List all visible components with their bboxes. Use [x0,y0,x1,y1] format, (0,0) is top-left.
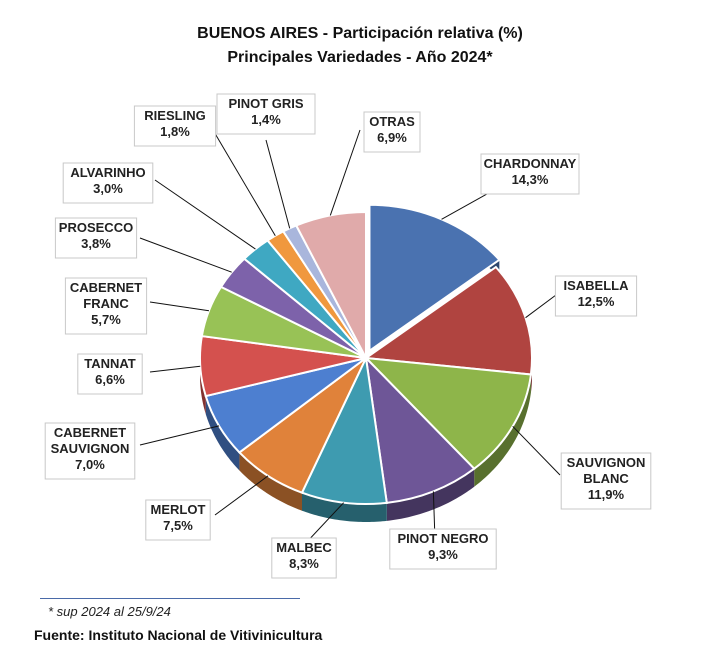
slice-category-label: PINOT NEGRO [397,531,488,546]
label-box [554,275,638,317]
label-box [77,353,143,395]
slice-value-label: 1,4% [251,112,281,127]
pie-slices [199,203,533,505]
label-box [271,537,337,579]
pie-slice [363,356,533,471]
slice-value-label: 12,5% [578,294,615,309]
label-box [64,277,148,335]
leader-line [209,124,276,236]
pie-slice [300,354,388,505]
label-box [145,499,211,541]
slice-value-label: 14,3% [512,172,549,187]
leader-line [214,475,269,516]
slice-category-label: CABERNET [70,280,142,295]
leader-line [139,425,220,446]
slice-value-label: 3,0% [93,181,123,196]
slice-category-label: TANNAT [84,356,136,371]
leader-line [139,237,232,273]
source-note: Fuente: Instituto Nacional de Vitivinicu… [34,627,323,643]
slice-category-label: FRANC [83,296,129,311]
slice-category-label: MALBEC [276,540,332,555]
leader-line [265,139,291,229]
slice-value-label: 7,0% [75,457,105,472]
leader-line [525,291,561,319]
pie-slice [368,203,501,353]
slice-value-label: 7,5% [163,518,193,533]
slice-value-label: 5,7% [91,312,121,327]
leader-line [149,365,201,373]
slice-category-label: PINOT GRIS [228,96,303,111]
leader-line [512,425,561,476]
slice-value-label: 6,9% [377,130,407,145]
slice-category-label: BLANC [583,471,629,486]
slice-value-label: 1,8% [160,124,190,139]
slice-category-label: CABERNET [54,425,126,440]
slice-labels: CHARDONNAY14,3%ISABELLA12,5%SAUVIGNONBLA… [44,93,652,579]
slice-value-label: 8,3% [289,556,319,571]
slice-value-label: 3,8% [81,236,111,251]
slice-category-label: SAUVIGNON [51,441,130,456]
footnote-divider [40,598,300,599]
slice-category-label: RIESLING [144,108,205,123]
label-box [389,528,497,570]
chart-subtitle: Principales Variedades - Año 2024* [227,49,493,66]
slice-value-label: 6,6% [95,372,125,387]
label-box [62,162,154,204]
label-box [44,422,136,480]
label-box [133,105,217,147]
label-box [480,153,580,195]
label-box [560,452,652,510]
slice-category-label: CHARDONNAY [484,156,577,171]
slice-category-label: ALVARINHO [70,165,145,180]
leader-line [149,301,210,312]
chart-title: BUENOS AIRES - Participación relativa (%… [197,25,523,42]
slice-side [386,468,475,521]
slice-category-label: ISABELLA [564,278,630,293]
label-box [363,111,421,153]
slice-category-label: PROSECCO [59,220,133,235]
label-box [54,217,138,259]
pie-chart: BUENOS AIRES - Participación relativa (%… [44,25,652,579]
pie-slice [294,210,367,359]
footnote: * sup 2024 al 25/9/24 [48,604,171,619]
slice-value-label: 9,3% [428,547,458,562]
slice-category-label: OTRAS [369,114,415,129]
leader-line [329,129,361,216]
slice-value-label: 11,9% [588,487,625,502]
slice-side [474,374,531,487]
slice-category-label: SAUVIGNON [567,455,646,470]
label-box [216,93,316,135]
slice-category-label: MERLOT [151,502,206,517]
leader-line [154,179,256,250]
pie-slice [363,265,533,376]
